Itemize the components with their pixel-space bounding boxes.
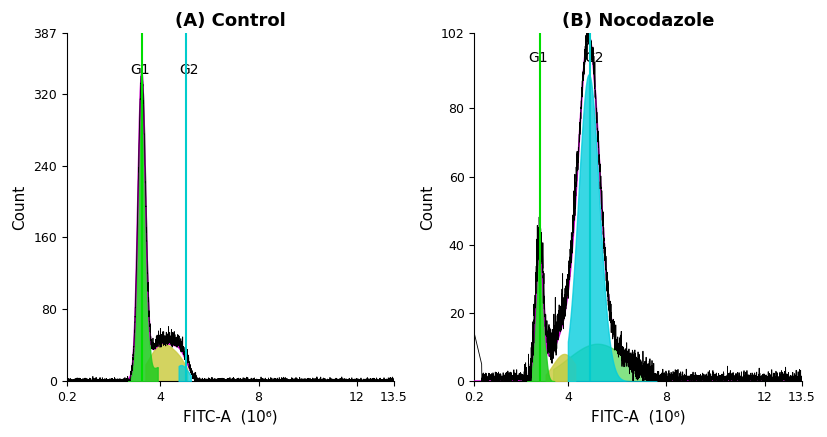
Text: G1: G1 [130, 63, 150, 77]
Title: (A) Control: (A) Control [174, 13, 285, 31]
X-axis label: FITC-A  (10⁶): FITC-A (10⁶) [183, 409, 277, 424]
Text: G2: G2 [179, 63, 198, 77]
Text: G1: G1 [527, 51, 547, 65]
Text: G2: G2 [584, 51, 604, 65]
Y-axis label: Count: Count [12, 185, 27, 230]
Y-axis label: Count: Count [420, 185, 435, 230]
Title: (B) Nocodazole: (B) Nocodazole [561, 13, 714, 31]
X-axis label: FITC-A  (10⁶): FITC-A (10⁶) [590, 409, 685, 424]
